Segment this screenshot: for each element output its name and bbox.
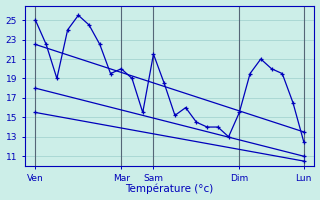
- X-axis label: Température (°c): Température (°c): [125, 184, 214, 194]
